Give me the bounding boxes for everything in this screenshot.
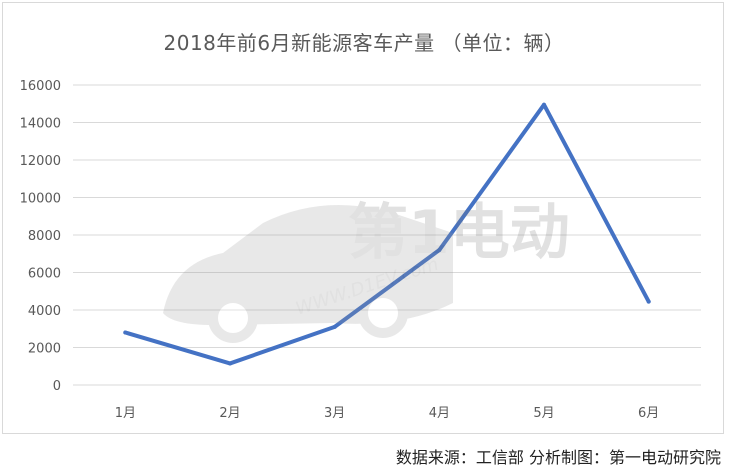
data-point <box>332 324 337 329</box>
x-tick-label: 6月 <box>638 406 659 421</box>
data-point <box>542 102 546 107</box>
y-tick-label: 12000 <box>20 154 61 169</box>
data-point <box>123 330 128 335</box>
x-tick-label: 3月 <box>324 406 345 421</box>
chart-frame: 2018年前6月新能源客车产量 （单位：辆） 0 2000 4000 6000 8000… <box>2 2 724 434</box>
y-tick-label: 2000 <box>28 342 61 357</box>
x-tick-label: 1月 <box>115 406 136 421</box>
series-line <box>123 102 651 366</box>
x-tick-label: 5月 <box>533 406 554 421</box>
y-tick-label: 14000 <box>20 117 61 132</box>
data-point <box>437 248 442 252</box>
x-tick-label: 4月 <box>429 406 450 421</box>
y-tick-label: 10000 <box>20 192 61 207</box>
data-point <box>646 299 651 304</box>
chart-title: 2018年前6月新能源客车产量 （单位：辆） <box>163 31 565 55</box>
data-point <box>228 361 232 366</box>
y-tick-label: 16000 <box>20 79 61 94</box>
line-chart: 0 2000 4000 6000 8000 10000 12000 14000 16000 1月 2… <box>20 79 701 421</box>
y-tick-label: 4000 <box>28 304 61 319</box>
x-tick-label: 2月 <box>219 406 240 421</box>
y-tick-label: 6000 <box>28 267 61 282</box>
source-note: 数据来源：工信部 分析制图：第一电动研究院 <box>395 448 721 467</box>
y-tick-label: 8000 <box>28 229 61 244</box>
y-tick-label: 0 <box>53 379 61 394</box>
